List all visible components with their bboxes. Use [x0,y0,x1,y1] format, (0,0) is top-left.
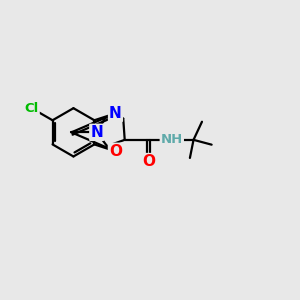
Text: N: N [109,106,122,121]
Text: N: N [90,125,103,140]
Text: NH: NH [161,133,183,146]
Text: O: O [142,154,155,169]
Text: Cl: Cl [25,102,39,115]
Text: O: O [109,144,122,159]
